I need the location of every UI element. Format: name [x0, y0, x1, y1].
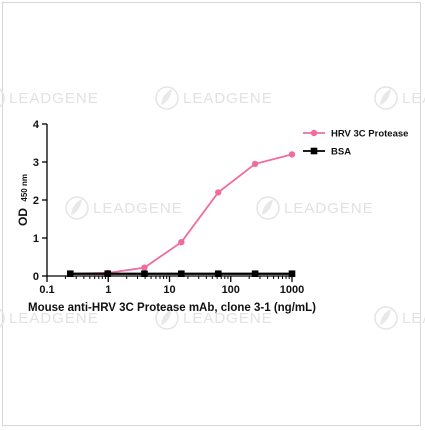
watermark-leaf-icon [374, 86, 398, 110]
watermark-text: LEADGENE [183, 90, 273, 107]
data-point [251, 160, 259, 168]
x-tick-label: 0.1 [39, 284, 54, 296]
data-point [215, 189, 222, 196]
watermark-leaf-icon [374, 306, 398, 330]
legend-label: BSA [331, 147, 351, 158]
watermark-text: LEADGENE [93, 200, 183, 217]
watermark-leaf-shape [380, 309, 391, 325]
watermark-leaf-icon [0, 308, 5, 328]
watermark-text: LEADGENE [9, 310, 99, 327]
data-point [104, 270, 112, 278]
legend-entry: HRV 3C Protease [303, 129, 408, 140]
y-ticks: 0 1 2 3 4 [33, 119, 47, 283]
watermark-logo: LEADGENE [374, 86, 425, 110]
watermark-logo: LEADGENE [0, 88, 99, 108]
y-tick-label: 3 [33, 157, 39, 169]
watermark-layer: LEADGENE LEADGENE LEADGENE LEADGENE LEADGENE… [0, 86, 425, 330]
data-point [251, 270, 259, 278]
y-axis-label-main: OD [16, 208, 30, 226]
data-point [288, 270, 296, 278]
x-tick-label: 1000 [280, 284, 304, 296]
data-point [66, 270, 74, 278]
series-bsa [66, 270, 296, 278]
x-axis-label: Mouse anti-HRV 3C Protease mAb, clone 3-… [28, 302, 316, 314]
watermark-leaf-icon [155, 86, 179, 110]
series-layer [66, 151, 296, 278]
watermark-leaf-shape [262, 199, 273, 215]
legend-label: HRV 3C Protease [331, 129, 408, 140]
data-point [178, 270, 185, 278]
watermark-logo: LEADGENE [256, 196, 374, 220]
watermark-logo: LEADGENE [65, 196, 183, 220]
watermark-logo: LEADGENE [0, 308, 99, 328]
legend-swatch-marker [310, 147, 318, 155]
watermark-leaf-shape [380, 89, 391, 105]
y-axis-label-subscript: 450 nm [20, 174, 29, 202]
watermark-leaf-icon [0, 88, 5, 108]
x-tick-label: 10 [163, 284, 175, 296]
watermark-leaf-shape [161, 309, 172, 325]
watermark-text: LEADGENE [402, 310, 425, 327]
y-axis-label: OD 450 nm [16, 174, 30, 226]
y-tick-label: 4 [33, 119, 40, 131]
watermark-leaf-shape [161, 89, 172, 105]
data-point [141, 264, 148, 271]
legend: HRV 3C Protease BSA [303, 129, 408, 158]
watermark-text: LEADGENE [402, 90, 425, 107]
legend-entry: BSA [303, 147, 351, 158]
watermark-logo: LEADGENE [155, 306, 273, 330]
x-tick-label: 1 [105, 284, 111, 296]
x-tick-label: 100 [222, 284, 240, 296]
watermark-leaf-icon [256, 196, 280, 220]
data-point [288, 151, 296, 158]
legend-swatch-marker [310, 129, 318, 137]
watermark-leaf-icon [65, 196, 89, 220]
watermark-logo: LEADGENE [155, 86, 273, 110]
data-point [141, 270, 148, 278]
watermark-text: LEADGENE [284, 200, 374, 217]
y-tick-label: 0 [33, 271, 39, 283]
watermark-text: LEADGENE [9, 90, 99, 107]
x-ticks: 0.1 1 10 100 1000 [39, 276, 304, 296]
watermark-leaf-icon [155, 306, 179, 330]
y-tick-label: 2 [33, 195, 39, 207]
watermark-leaf-shape [71, 199, 82, 215]
watermark-text: LEADGENE [183, 310, 273, 327]
data-point [178, 238, 185, 246]
y-tick-label: 1 [33, 233, 39, 245]
watermark-logo: LEADGENE [374, 306, 425, 330]
data-point [214, 270, 222, 278]
